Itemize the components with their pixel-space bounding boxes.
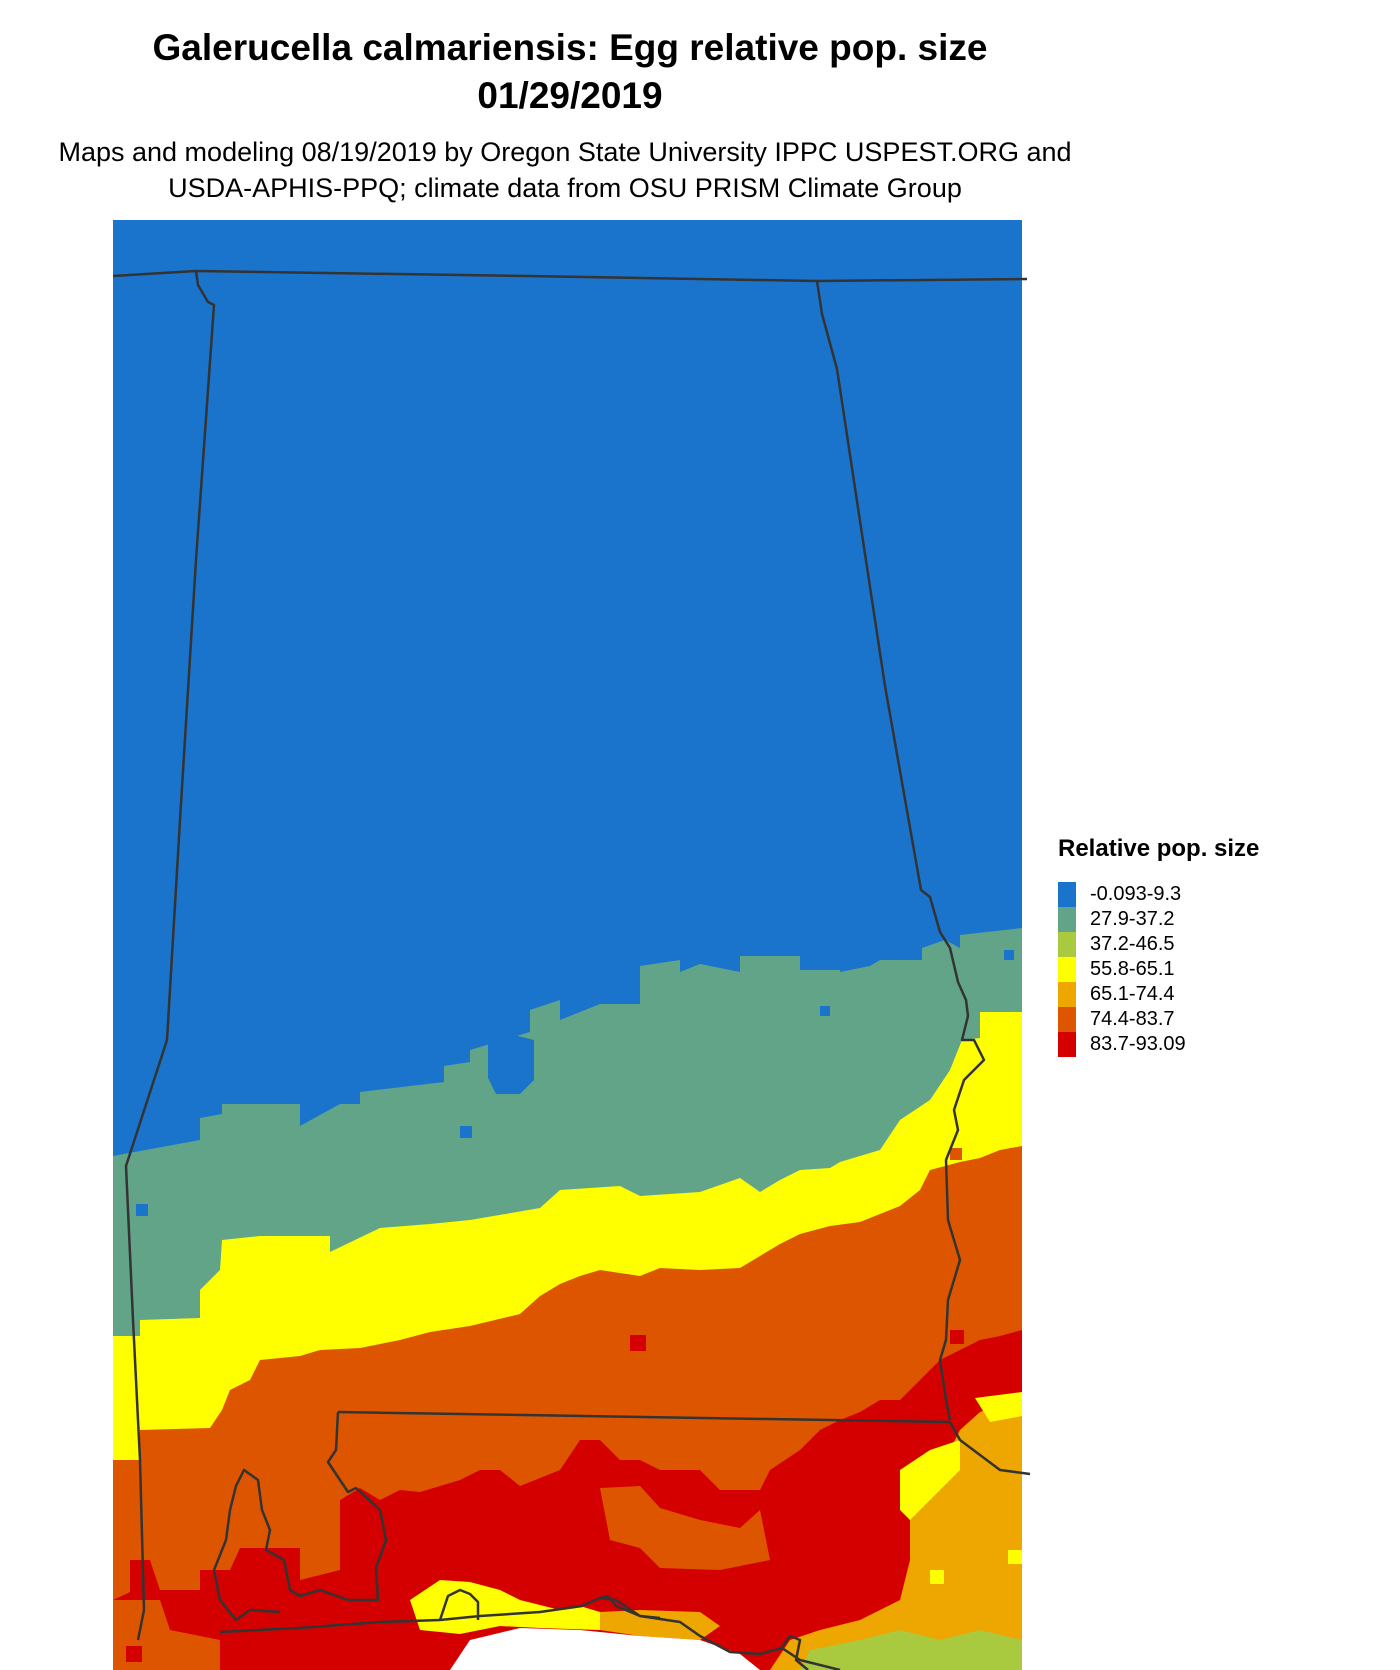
legend-label: -0.093-9.3 <box>1090 883 1182 905</box>
legend-item: 65.1-74.4 <box>1058 982 1259 1007</box>
legend-swatch <box>1058 1032 1076 1057</box>
georgia-florida-east <box>948 1421 1031 1476</box>
legend-swatch <box>1058 957 1076 982</box>
legend-swatch <box>1058 1007 1076 1032</box>
legend-title: Relative pop. size <box>1058 835 1260 862</box>
blue-pixel-2 <box>460 1126 472 1138</box>
map-subtitle: Maps and modeling 08/19/2019 by Oregon S… <box>0 134 1130 206</box>
zone-class-3 <box>800 1630 1022 1670</box>
alabama-outline <box>124 270 986 1641</box>
yellow-patch-southeast <box>900 1440 960 1520</box>
legend-item: 55.8-65.1 <box>1058 957 1259 982</box>
yellow-patch-east <box>975 1392 1022 1422</box>
amber-gulf-strip <box>600 1610 720 1640</box>
map-title: Galerucella calmariensis: Egg relative p… <box>60 24 1080 120</box>
gulf-no-data <box>450 1628 760 1670</box>
green-pixel-1 <box>950 1148 962 1160</box>
map-legend: Relative pop. size -0.093-9.3 27.9-37.2 37… <box>1058 834 1259 1057</box>
apalachicola-coast <box>778 1634 809 1670</box>
red-pixel-2 <box>950 1330 964 1344</box>
red-pixel-4 <box>224 1644 236 1656</box>
legend-label: 83.7-93.09 <box>1090 1033 1186 1055</box>
legend-item: 74.4-83.7 <box>1058 1007 1259 1032</box>
blue-pocket <box>488 1034 534 1094</box>
florida-north-border <box>337 1410 951 1424</box>
legend-label: 74.4-83.7 <box>1090 1008 1175 1030</box>
title-line-2: 01/29/2019 <box>477 75 663 116</box>
red-pixel-1 <box>630 1335 646 1351</box>
legend-item: -0.093-9.3 <box>1058 882 1259 907</box>
title-line-1: Galerucella calmariensis: Egg relative p… <box>152 27 988 68</box>
blue-pixel-3 <box>820 1006 830 1016</box>
legend-label: 55.8-65.1 <box>1090 958 1175 980</box>
legend-swatch <box>1058 982 1076 1007</box>
blue-pixel-1 <box>136 1204 148 1216</box>
state-borders <box>112 269 1031 1670</box>
mobile-bay <box>438 1588 480 1621</box>
northern-border <box>112 269 1028 283</box>
raster-layer <box>113 220 1022 1670</box>
subtitle-line-2: USDA-APHIS-PPQ; climate data from OSU PR… <box>168 173 962 203</box>
legend-swatch <box>1058 907 1076 932</box>
yellow-pixel-2 <box>930 1570 944 1584</box>
yellow-coastal-strip <box>410 1580 600 1634</box>
bay-inlet <box>599 1594 661 1620</box>
legend-swatch <box>1058 932 1076 957</box>
orange-pocket-central <box>600 1486 770 1570</box>
subtitle-line-1: Maps and modeling 08/19/2019 by Oregon S… <box>58 137 1072 167</box>
legend-item: 37.2-46.5 <box>1058 932 1259 957</box>
legend-item: 83.7-93.09 <box>1058 1032 1259 1057</box>
legend-label: 27.9-37.2 <box>1090 908 1175 930</box>
yellow-pixel-1 <box>1008 1550 1022 1564</box>
legend-label: 37.2-46.5 <box>1090 933 1175 955</box>
legend-label: 65.1-74.4 <box>1090 983 1175 1005</box>
florida-panhandle-west <box>212 1411 388 1622</box>
legend-swatch <box>1058 882 1076 907</box>
red-pixel-3 <box>126 1646 142 1662</box>
legend-items: -0.093-9.3 27.9-37.2 37.2-46.5 55.8-65.1 65.… <box>1058 882 1259 1057</box>
blue-pixel-4 <box>1004 950 1014 960</box>
legend-item: 27.9-37.2 <box>1058 907 1259 932</box>
gulf-coastline <box>219 1596 841 1670</box>
